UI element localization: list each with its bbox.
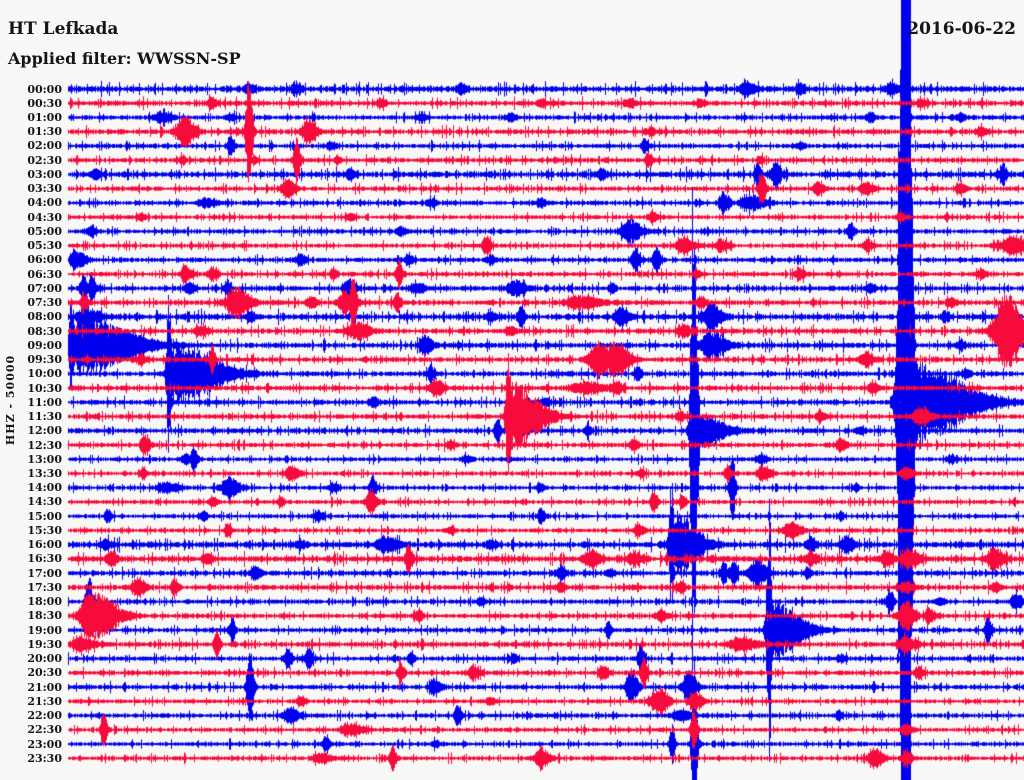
trace-time-label: 09:00	[27, 338, 62, 352]
trace-time-label: 05:00	[27, 224, 62, 238]
trace-time-label: 09:30	[27, 353, 62, 367]
trace-time-label: 19:00	[27, 623, 62, 637]
trace-time-label: 07:30	[27, 296, 62, 310]
trace-time-label: 22:00	[27, 709, 62, 723]
trace-time-label: 03:00	[27, 167, 62, 181]
trace-time-label: 13:30	[27, 466, 62, 480]
trace-time-label: 13:00	[27, 452, 62, 466]
trace-time-label: 08:00	[27, 310, 62, 324]
trace-time-label: 23:00	[27, 737, 62, 751]
trace-time-label: 20:30	[27, 666, 62, 680]
trace-time-label: 20:00	[27, 652, 62, 666]
trace-time-label: 12:00	[27, 424, 62, 438]
trace-time-label: 10:30	[27, 381, 62, 395]
trace-time-label: 16:30	[27, 552, 62, 566]
trace-time-label: 18:30	[27, 609, 62, 623]
trace-time-label: 14:30	[27, 495, 62, 509]
trace-time-label: 01:00	[27, 110, 62, 124]
trace-time-label: 22:30	[27, 723, 62, 737]
trace-time-label: 16:00	[27, 538, 62, 552]
trace-time-label: 06:30	[27, 267, 62, 281]
applied-filter-label: Applied filter: WWSSN-SP	[8, 49, 241, 68]
trace-time-label: 12:30	[27, 438, 62, 452]
trace-time-label: 15:00	[27, 509, 62, 523]
trace-time-label: 05:30	[27, 239, 62, 253]
trace-time-label: 23:30	[27, 751, 62, 765]
trace-time-label: 02:00	[27, 139, 62, 153]
trace-time-label: 04:30	[27, 210, 62, 224]
trace-time-label: 04:00	[27, 196, 62, 210]
trace-time-label: 10:00	[27, 367, 62, 381]
trace-time-label: 14:00	[27, 481, 62, 495]
trace-time-label: 07:00	[27, 281, 62, 295]
trace-time-label: 11:00	[27, 395, 62, 409]
trace-time-label: 00:30	[27, 96, 62, 110]
trace-time-label: 15:30	[27, 523, 62, 537]
trace-time-label: 03:30	[27, 182, 62, 196]
plot-date: 2016-06-22	[907, 19, 1016, 39]
trace-time-label: 21:00	[27, 680, 62, 694]
trace-time-label: 01:30	[27, 125, 62, 139]
trace-time-label: 17:30	[27, 580, 62, 594]
trace-time-label: 06:00	[27, 253, 62, 267]
trace-time-label: 17:00	[27, 566, 62, 580]
station-title: HT Lefkada	[8, 19, 119, 39]
trace-time-label: 00:00	[27, 82, 62, 96]
trace-time-label: 08:30	[27, 324, 62, 338]
trace-time-label: 19:30	[27, 637, 62, 651]
trace-time-label: 18:00	[27, 595, 62, 609]
trace-time-label: 02:30	[27, 153, 62, 167]
trace-time-label: 21:30	[27, 694, 62, 708]
trace-time-label: 11:30	[27, 410, 62, 424]
